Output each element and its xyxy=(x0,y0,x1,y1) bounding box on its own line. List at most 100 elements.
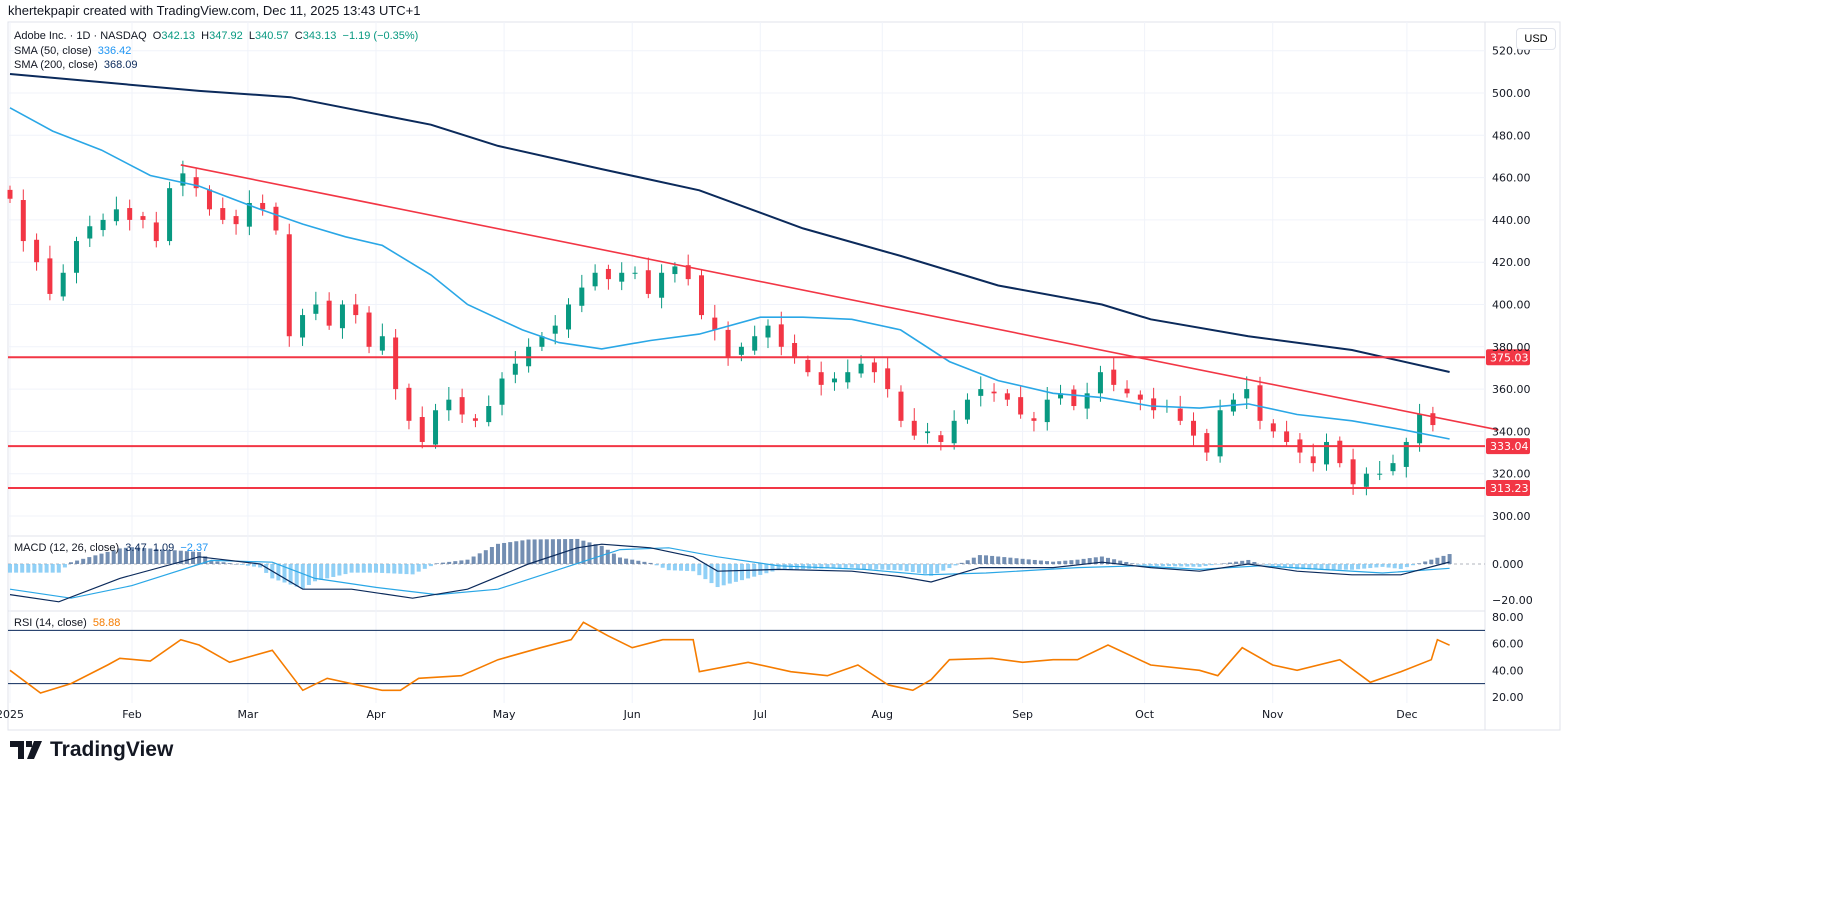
macd-histogram-bar xyxy=(1081,558,1086,564)
macd-histogram-bar xyxy=(971,557,976,564)
macd-histogram-bar xyxy=(1392,564,1397,569)
candle-body xyxy=(539,336,545,347)
macd-histogram-bar xyxy=(1429,559,1434,564)
macd-histogram-bar xyxy=(209,560,214,564)
candle-body xyxy=(193,177,199,189)
candle-body xyxy=(113,209,119,222)
macd-histogram-bar xyxy=(1380,564,1385,567)
macd-histogram-bar xyxy=(1423,561,1428,564)
candle-body xyxy=(1390,463,1396,472)
macd-histogram-bar xyxy=(843,564,848,568)
macd-histogram-bar xyxy=(941,564,946,571)
price-tick-label: 340.00 xyxy=(1492,425,1531,438)
candle-body xyxy=(1097,372,1103,394)
sma50-legend[interactable]: SMA (50, close) 336.42 xyxy=(14,45,131,57)
close-label: C xyxy=(294,30,303,42)
macd-histogram-bar xyxy=(1203,564,1208,567)
sma200-legend[interactable]: SMA (200, close) 368.09 xyxy=(14,59,138,71)
macd-histogram-bar xyxy=(410,564,415,575)
macd-histogram-bar xyxy=(306,564,311,585)
candle-body xyxy=(300,315,306,338)
macd-histogram-bar xyxy=(1142,564,1147,566)
macd-histogram-bar xyxy=(691,564,696,572)
candle-body xyxy=(459,397,465,415)
chart-frame xyxy=(7,21,1561,731)
macd-histogram-bar xyxy=(733,564,738,582)
macd-line xyxy=(9,543,1450,603)
macd-histogram-bar xyxy=(1447,554,1452,564)
macd-histogram-bar xyxy=(1063,560,1068,564)
macd-histogram-bar xyxy=(386,564,391,574)
candle-body xyxy=(1430,413,1436,426)
macd-histogram-bar xyxy=(1173,564,1178,567)
candle-body xyxy=(605,268,611,280)
macd-histogram-bar xyxy=(1008,557,1013,564)
macd-histogram-bar xyxy=(428,564,433,567)
macd-histogram-bar xyxy=(422,564,427,569)
macd-histogram-bar xyxy=(1099,556,1104,564)
macd-histogram-bar xyxy=(1118,560,1123,564)
candle-body xyxy=(698,275,704,316)
macd-histogram-bar xyxy=(172,550,177,564)
sma50-line xyxy=(9,107,1450,440)
macd-histogram-bar xyxy=(1032,559,1037,564)
macd-histogram-bar xyxy=(1160,564,1165,567)
macd-hist-value: 3.47 xyxy=(125,542,147,554)
candle-body xyxy=(1018,397,1024,415)
candle-body xyxy=(885,368,891,390)
candle-body xyxy=(1417,414,1423,444)
candle-body xyxy=(592,272,598,287)
macd-histogram-bar xyxy=(672,564,677,571)
macd-histogram-bar xyxy=(685,564,690,571)
price-tick-label: 320.00 xyxy=(1492,468,1531,481)
tradingview-logo[interactable]: TradingView xyxy=(10,738,173,762)
macd-histogram-bar xyxy=(75,560,80,564)
candle-body xyxy=(326,300,332,326)
macd-histogram-bar xyxy=(367,564,372,573)
macd-histogram-bar xyxy=(514,541,519,564)
price-tick-label: 400.00 xyxy=(1492,299,1531,312)
macd-histogram-bar xyxy=(142,548,147,564)
time-tick-label: Mar xyxy=(238,708,259,721)
macd-histogram-bar xyxy=(380,564,385,573)
candle-body xyxy=(260,202,266,210)
macd-histogram-bar xyxy=(1057,561,1062,564)
macd-histogram-bar xyxy=(624,558,629,564)
macd-tick-label: −20.00 xyxy=(1492,594,1533,607)
macd-legend[interactable]: MACD (12, 26, close) 3.47 1.09 −2.37 xyxy=(14,542,208,554)
rsi-legend[interactable]: RSI (14, close) 58.88 xyxy=(14,617,120,629)
sma50-label: SMA (50, close) xyxy=(14,45,92,57)
macd-histogram-bar xyxy=(746,564,751,579)
macd-histogram-bar xyxy=(258,564,263,568)
time-tick-label: Nov xyxy=(1262,708,1284,721)
candle-body xyxy=(951,420,957,444)
candle-body xyxy=(978,389,984,396)
macd-histogram-bar xyxy=(1045,561,1049,564)
macd-histogram-bar xyxy=(1301,564,1306,570)
open-label: O xyxy=(152,30,162,42)
currency-button[interactable]: USD xyxy=(1516,28,1556,50)
macd-histogram-bar xyxy=(300,564,305,589)
macd-histogram-bar xyxy=(1343,564,1348,570)
macd-histogram-bar xyxy=(532,539,537,564)
symbol-name[interactable]: Adobe Inc. · 1D · NASDAQ xyxy=(14,30,147,42)
candle-body xyxy=(738,346,744,355)
macd-histogram-bar xyxy=(648,562,653,564)
rsi-label: RSI (14, close) xyxy=(14,617,87,629)
macd-histogram-bar xyxy=(337,564,342,576)
candle-body xyxy=(1137,394,1143,400)
macd-histogram-bar xyxy=(1234,561,1239,564)
candle-body xyxy=(964,399,970,420)
macd-histogram-bar xyxy=(1374,564,1379,568)
candle-body xyxy=(1337,440,1343,464)
macd-histogram-bar xyxy=(697,564,702,576)
macd-histogram-bar xyxy=(1289,564,1293,569)
candle-body xyxy=(858,363,864,374)
candle-body xyxy=(286,234,292,337)
price-tick-label: 440.00 xyxy=(1492,214,1531,227)
candle-body xyxy=(898,391,904,421)
macd-histogram-bar xyxy=(148,548,153,564)
macd-histogram-bar xyxy=(471,556,476,564)
low-label: L xyxy=(248,30,255,42)
